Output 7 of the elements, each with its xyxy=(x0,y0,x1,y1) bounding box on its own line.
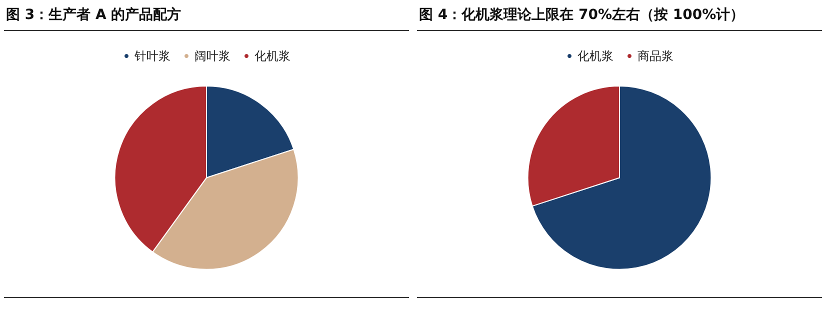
legend-label: 化机浆 xyxy=(578,49,614,63)
chart-title: 图 3：生产者 A 的产品配方 xyxy=(4,0,409,31)
chart-title: 图 4：化机浆理论上限在 70%左右（按 100%计） xyxy=(417,0,822,31)
legend-label: 化机浆 xyxy=(254,49,290,63)
legend-label: 阔叶浆 xyxy=(194,49,230,63)
legend-label: 商品浆 xyxy=(638,49,674,63)
legend-label: 针叶浆 xyxy=(134,49,170,63)
